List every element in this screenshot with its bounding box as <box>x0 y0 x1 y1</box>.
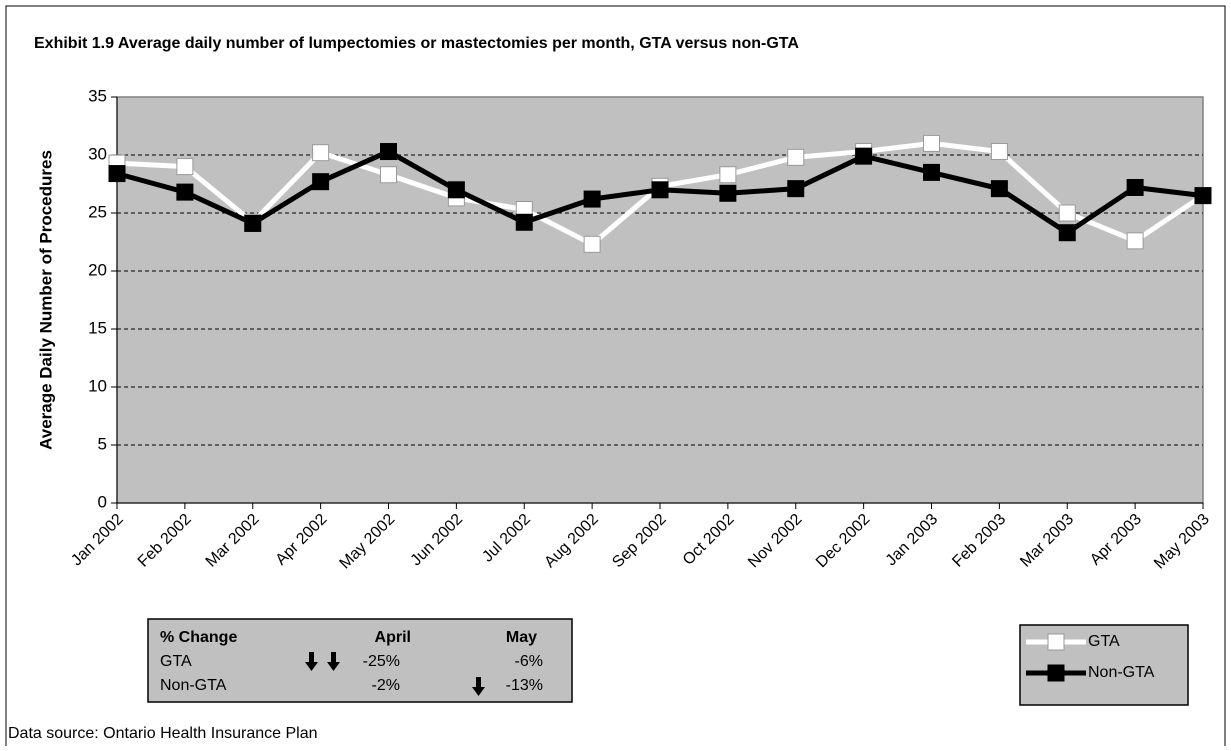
down-arrow <box>305 652 318 671</box>
marker <box>719 184 737 202</box>
source-note: Data source: Ontario Health Insurance Pl… <box>8 725 318 742</box>
change-table: % Change April May GTA -25% -6% Non-GTA … <box>147 618 573 703</box>
marker <box>583 235 601 253</box>
marker <box>923 134 940 152</box>
marker <box>447 181 465 199</box>
marker <box>990 143 1008 161</box>
down-arrow <box>327 652 340 671</box>
legend-label: GTA <box>1088 633 1120 650</box>
table-box <box>147 618 573 703</box>
marker <box>787 148 805 166</box>
marker <box>244 214 262 232</box>
plot-area <box>116 96 1204 504</box>
y-tick-label: 10 <box>88 376 107 395</box>
table-header: April <box>375 629 411 646</box>
y-tick-label: 5 <box>98 434 107 453</box>
chart-title: Exhibit 1.9 Average daily number of lump… <box>34 35 799 52</box>
table-cell: -2% <box>372 677 400 694</box>
marker <box>923 163 940 181</box>
marker <box>651 181 669 199</box>
y-tick-label: 0 <box>98 492 107 511</box>
table-cell: -6% <box>515 653 543 670</box>
marker <box>380 143 397 161</box>
y-tick-label: 20 <box>88 260 107 279</box>
y-axis-label: Average Daily Number of Procedures <box>36 150 55 450</box>
table-header: % Change <box>160 629 237 646</box>
table-cell: Non-GTA <box>160 677 227 694</box>
y-tick-label: 15 <box>88 318 107 337</box>
table-cell: GTA <box>160 653 192 670</box>
marker <box>1058 204 1076 222</box>
marker <box>1126 232 1144 250</box>
marker <box>380 166 397 184</box>
table-cell: -25% <box>363 653 400 670</box>
y-tick-label: 30 <box>88 144 107 163</box>
table-header: May <box>506 629 537 646</box>
legend-marker <box>1047 633 1065 651</box>
marker <box>515 213 533 231</box>
legend-marker <box>1047 664 1065 682</box>
marker <box>1194 187 1212 205</box>
down-arrow <box>472 677 485 696</box>
legend-label: Non-GTA <box>1088 664 1155 681</box>
marker <box>719 166 737 184</box>
marker <box>176 183 194 201</box>
marker <box>1126 178 1144 196</box>
marker <box>108 165 126 183</box>
y-tick-label: 25 <box>88 202 107 221</box>
marker <box>787 180 805 198</box>
table-cell: -13% <box>506 677 543 694</box>
marker <box>583 190 601 208</box>
marker <box>855 147 873 165</box>
marker <box>990 180 1008 198</box>
y-tick-label: 35 <box>88 86 107 105</box>
marker <box>1058 224 1076 242</box>
marker <box>312 173 330 191</box>
marker <box>176 158 194 176</box>
marker <box>312 144 330 162</box>
